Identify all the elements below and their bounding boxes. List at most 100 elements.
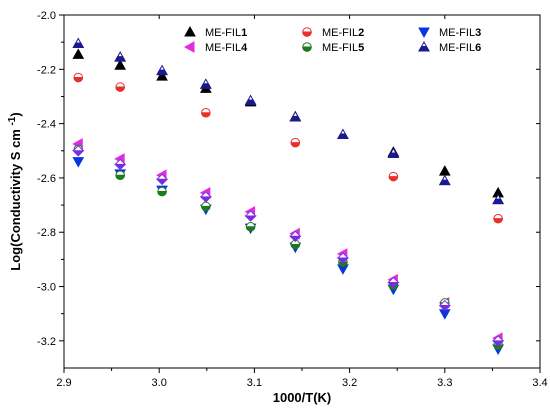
legend-marker xyxy=(418,27,430,39)
marker-fill xyxy=(289,235,302,243)
y-axis-title-main: Log(Conductivity S cm xyxy=(8,126,23,271)
marker-fill xyxy=(115,86,125,92)
data-point xyxy=(156,70,168,81)
legend-label: ME-FIL6 xyxy=(439,42,481,54)
legend-label-suffix: 3 xyxy=(475,27,481,39)
x-tick-label: 3.1 xyxy=(247,377,262,389)
y-tick-label: -3.0 xyxy=(37,282,56,294)
axis-titles: 1000/T(K) Log(Conductivity S cm -1) xyxy=(7,112,331,405)
marker-fill xyxy=(438,305,452,312)
data-point xyxy=(155,173,169,185)
data-point xyxy=(337,128,349,139)
data-point xyxy=(73,72,84,83)
legend-label-prefix: ME-FIL xyxy=(439,27,475,39)
marker-shape xyxy=(183,41,195,53)
legend-label-prefix: ME-FIL xyxy=(205,0,241,3)
y-tick-label: -2.2 xyxy=(37,64,56,76)
marker-fill xyxy=(113,163,127,171)
y-axis-title-sup: -1 xyxy=(7,116,18,125)
data-point xyxy=(72,145,85,157)
y-tick-label: -2.8 xyxy=(37,227,56,239)
data-point xyxy=(72,157,85,168)
series-me-fil2 xyxy=(73,72,503,224)
legend-item-me-fil2: ME-FIL2 xyxy=(302,27,364,39)
legend-item-me-fil6: ME-FIL6 xyxy=(418,40,481,54)
data-point xyxy=(115,170,125,180)
data-point xyxy=(114,59,127,70)
marker-fill xyxy=(289,115,302,122)
data-point xyxy=(289,230,302,243)
legend-label: ME-FIL7 xyxy=(205,0,247,3)
marker-fill xyxy=(201,112,211,118)
data-point xyxy=(199,191,213,203)
data-point xyxy=(72,37,85,49)
marker-fill xyxy=(72,150,85,157)
data-point xyxy=(493,213,503,224)
data-point xyxy=(491,335,505,347)
data-point xyxy=(387,276,400,289)
marker-fill xyxy=(72,42,85,49)
legend-item-me-fil4: ME-FIL4 xyxy=(183,41,248,54)
data-point xyxy=(438,174,451,186)
marker-fill xyxy=(155,178,169,185)
x-tick-label: 2.9 xyxy=(56,377,71,389)
marker-fill xyxy=(338,261,348,267)
legend-label: ME-FIL2 xyxy=(322,27,364,39)
marker-fill xyxy=(491,340,505,347)
legend-label-suffix: 2 xyxy=(358,27,364,39)
series-me-fil6 xyxy=(72,37,504,205)
marker-fill xyxy=(244,99,257,106)
marker-fill xyxy=(114,56,127,62)
marker-fill xyxy=(245,226,256,232)
data-point xyxy=(115,82,125,92)
legend-label-suffix: 4 xyxy=(241,42,248,54)
data-point xyxy=(290,239,301,250)
marker-shape xyxy=(184,25,196,37)
data-point xyxy=(199,78,212,89)
series-me-fil7 xyxy=(72,145,505,347)
y-tick-label: -3.2 xyxy=(37,336,56,348)
marker-shape xyxy=(114,59,127,70)
legend-label-suffix: 5 xyxy=(358,42,364,54)
data-point xyxy=(72,48,85,59)
data-point xyxy=(244,210,257,222)
legend-label: ME-FIL1 xyxy=(205,27,247,39)
data-point xyxy=(157,186,167,197)
data-point xyxy=(388,171,399,182)
marker-fill xyxy=(199,83,212,89)
marker-fill xyxy=(157,191,167,197)
legend-marker xyxy=(302,42,312,52)
marker-fill xyxy=(336,257,350,264)
marker-fill xyxy=(290,243,301,250)
marker-fill xyxy=(387,152,400,158)
marker-shape xyxy=(418,27,430,39)
marker-fill xyxy=(73,76,84,83)
legend-marker xyxy=(418,40,430,52)
marker-fill xyxy=(290,142,301,148)
data-point xyxy=(201,108,211,118)
legend-item-me-fil3: ME-FIL3 xyxy=(418,27,481,39)
marker-fill xyxy=(387,281,400,289)
legend-marker xyxy=(183,41,195,53)
legend-label-suffix: 6 xyxy=(475,42,481,54)
legend-label-prefix: ME-FIL xyxy=(439,42,475,54)
marker-fill xyxy=(493,344,503,350)
data-point xyxy=(336,252,350,264)
marker-fill xyxy=(438,179,451,186)
marker-fill xyxy=(388,176,399,182)
legend-item-me-fil7: ME-FIL7 xyxy=(205,0,247,3)
y-tick-label: -2.6 xyxy=(37,173,56,185)
legend-item-me-fil5: ME-FIL5 xyxy=(302,42,364,54)
marker-fill xyxy=(302,31,312,37)
data-point xyxy=(156,64,168,76)
y-tick-label: -2.4 xyxy=(37,119,56,131)
legend-label-prefix: ME-FIL xyxy=(205,27,241,39)
axes: 2.9 3.0 3.1 3.2 3.3 3.4 -2.0 -2.2 -2.4 -2.6 -2.8 -3… xyxy=(37,10,548,389)
x-tick-label: 3.3 xyxy=(437,377,452,389)
data-point xyxy=(244,94,257,106)
data-point xyxy=(245,222,256,232)
data-point xyxy=(289,110,302,122)
